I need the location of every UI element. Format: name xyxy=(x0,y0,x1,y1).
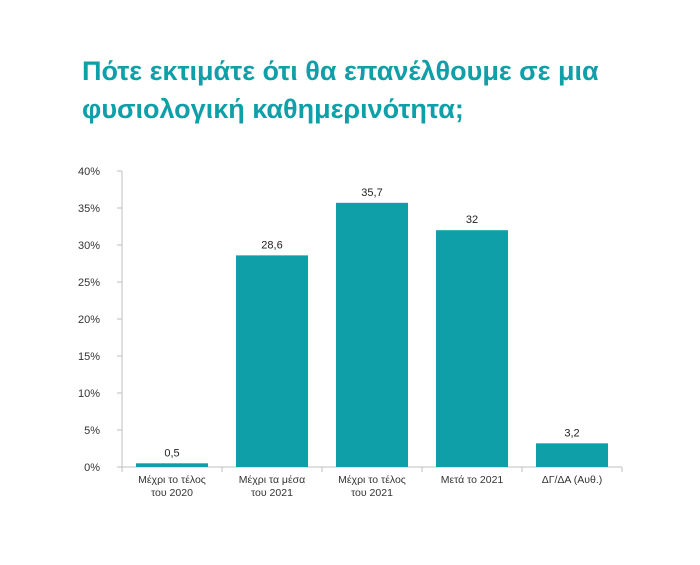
bar xyxy=(136,463,208,467)
category-label: Μέχρι τα μέσα xyxy=(239,474,305,486)
chart-title-line-2: φυσιολογική καθημερινότητα; xyxy=(82,94,464,124)
category-label: Μετά το 2021 xyxy=(441,474,504,486)
category-label: του 2021 xyxy=(351,487,393,499)
category-label: ΔΓ/ΔΑ (Αυθ.) xyxy=(542,474,603,486)
y-tick-label: 40% xyxy=(78,166,100,178)
category-label: του 2021 xyxy=(251,487,293,499)
y-tick-label: 0% xyxy=(84,462,100,474)
category-label: Μέχρι το τέλος xyxy=(338,474,406,486)
bar xyxy=(236,255,308,467)
bar xyxy=(336,202,408,467)
chart-title: Πότε εκτιμάτε ότι θα επανέλθουμε σε μια … xyxy=(82,52,682,128)
y-tick-label: 10% xyxy=(78,388,100,400)
bar xyxy=(436,230,508,467)
data-label: 32 xyxy=(466,214,478,226)
y-tick-label: 5% xyxy=(84,425,100,437)
y-tick-label: 15% xyxy=(78,351,100,363)
data-label: 3,2 xyxy=(564,427,579,439)
y-tick-label: 35% xyxy=(78,203,100,215)
bar xyxy=(536,443,608,467)
data-label: 35,7 xyxy=(361,187,382,199)
data-label: 0,5 xyxy=(164,447,179,459)
data-label: 28,6 xyxy=(261,239,282,251)
chart-title-line-1: Πότε εκτιμάτε ότι θα επανέλθουμε σε μια xyxy=(82,56,599,86)
category-label: Μέχρι το τέλος xyxy=(138,474,206,486)
y-tick-label: 25% xyxy=(78,277,100,289)
category-label: του 2020 xyxy=(151,487,193,499)
y-tick-label: 30% xyxy=(78,240,100,252)
y-tick-label: 20% xyxy=(78,314,100,326)
